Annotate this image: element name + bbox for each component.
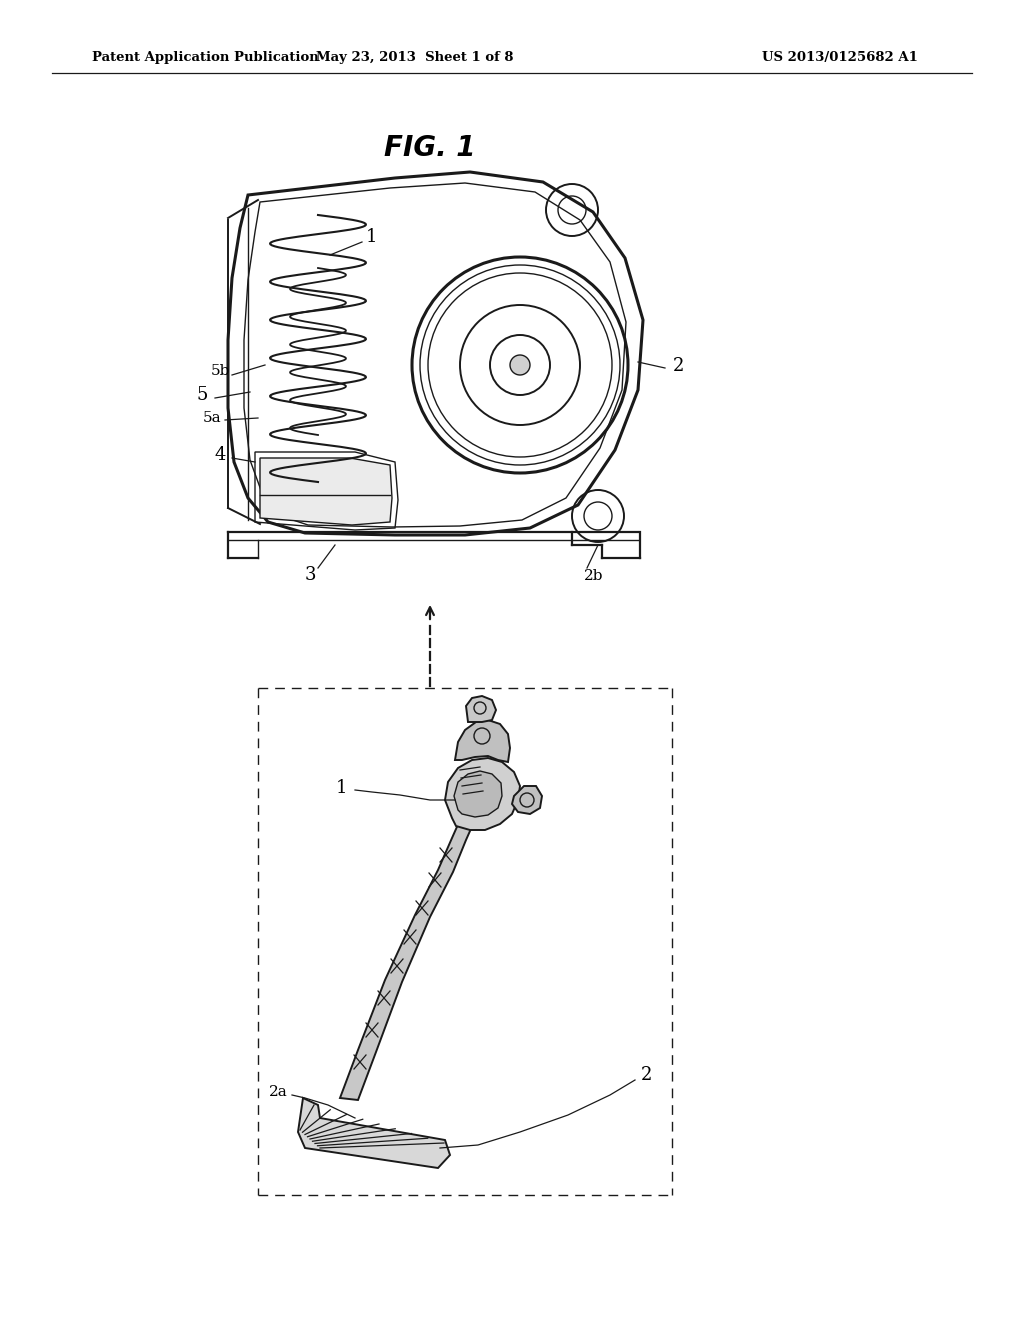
Text: 2b: 2b xyxy=(585,569,604,583)
Text: Patent Application Publication: Patent Application Publication xyxy=(92,50,318,63)
Polygon shape xyxy=(455,719,510,762)
Polygon shape xyxy=(512,785,542,814)
Polygon shape xyxy=(454,771,502,817)
Text: 1: 1 xyxy=(367,228,378,246)
Text: 5a: 5a xyxy=(203,411,221,425)
Text: May 23, 2013  Sheet 1 of 8: May 23, 2013 Sheet 1 of 8 xyxy=(316,50,514,63)
Text: 3: 3 xyxy=(304,566,315,583)
Polygon shape xyxy=(466,696,496,722)
Polygon shape xyxy=(340,820,474,1100)
Polygon shape xyxy=(445,758,520,830)
Text: 5b: 5b xyxy=(210,364,229,378)
Text: 2a: 2a xyxy=(268,1085,288,1100)
Text: 1: 1 xyxy=(336,779,348,797)
Polygon shape xyxy=(260,458,392,525)
Text: US 2013/0125682 A1: US 2013/0125682 A1 xyxy=(762,50,918,63)
Polygon shape xyxy=(298,1098,450,1168)
Circle shape xyxy=(510,355,530,375)
Text: FIG. 1: FIG. 1 xyxy=(384,135,476,162)
Text: 2: 2 xyxy=(673,356,684,375)
Text: 4: 4 xyxy=(214,446,225,465)
Text: 5: 5 xyxy=(197,385,208,404)
Text: 2: 2 xyxy=(641,1067,652,1084)
